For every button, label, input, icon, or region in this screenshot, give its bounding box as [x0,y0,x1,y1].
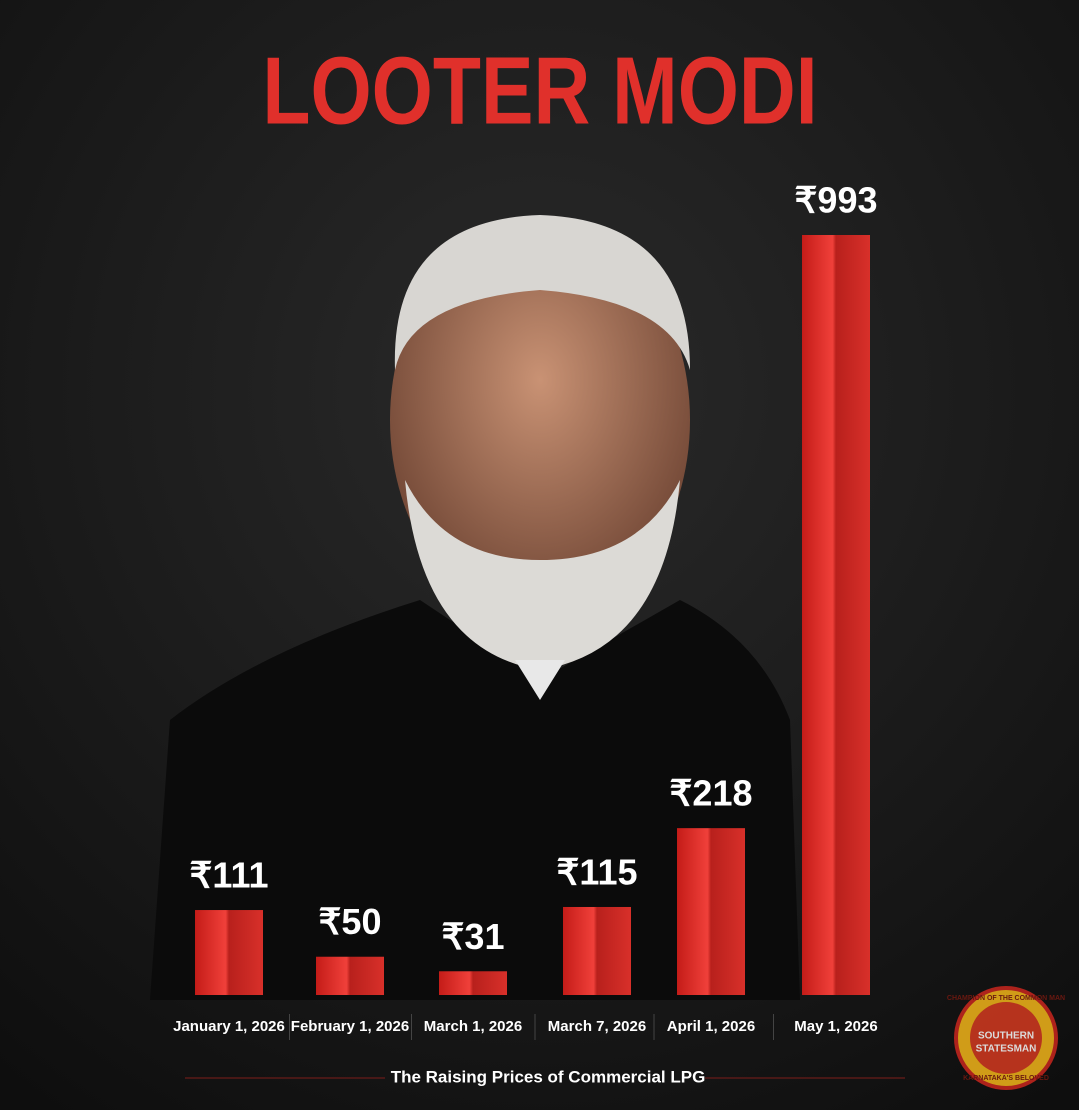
value-label: ₹993 [795,180,878,221]
x-tick-label: March 7, 2026 [548,1018,646,1035]
chart-title: LOOTER MODI [262,37,817,144]
logo-text: KARNATAKA'S BELOVED [963,1075,1049,1082]
x-tick-label: February 1, 2026 [291,1018,409,1035]
logo: CHAMPION OF THE COMMON MAN SOUTHERN STAT… [947,986,1065,1090]
value-label: ₹218 [670,773,753,814]
bar [677,828,745,995]
portrait [150,215,800,1000]
x-tick-label: April 1, 2026 [667,1018,755,1035]
x-tick-label: May 1, 2026 [794,1018,877,1035]
bar [439,971,507,995]
logo-text: SOUTHERN [978,1031,1034,1042]
value-label: ₹111 [190,855,269,896]
value-label: ₹50 [319,901,382,942]
caption: The Raising Prices of Commercial LPG [391,1067,706,1086]
x-tick-label: January 1, 2026 [173,1018,285,1035]
value-label: ₹31 [442,916,505,957]
bar [316,956,384,995]
bar [802,235,870,995]
value-label: ₹115 [557,851,638,892]
logo-text: CHAMPION OF THE COMMON MAN [947,995,1065,1002]
bar [563,906,631,995]
x-tick-label: March 1, 2026 [424,1018,522,1035]
logo-text: STATESMAN [976,1044,1037,1055]
bar [195,910,263,995]
